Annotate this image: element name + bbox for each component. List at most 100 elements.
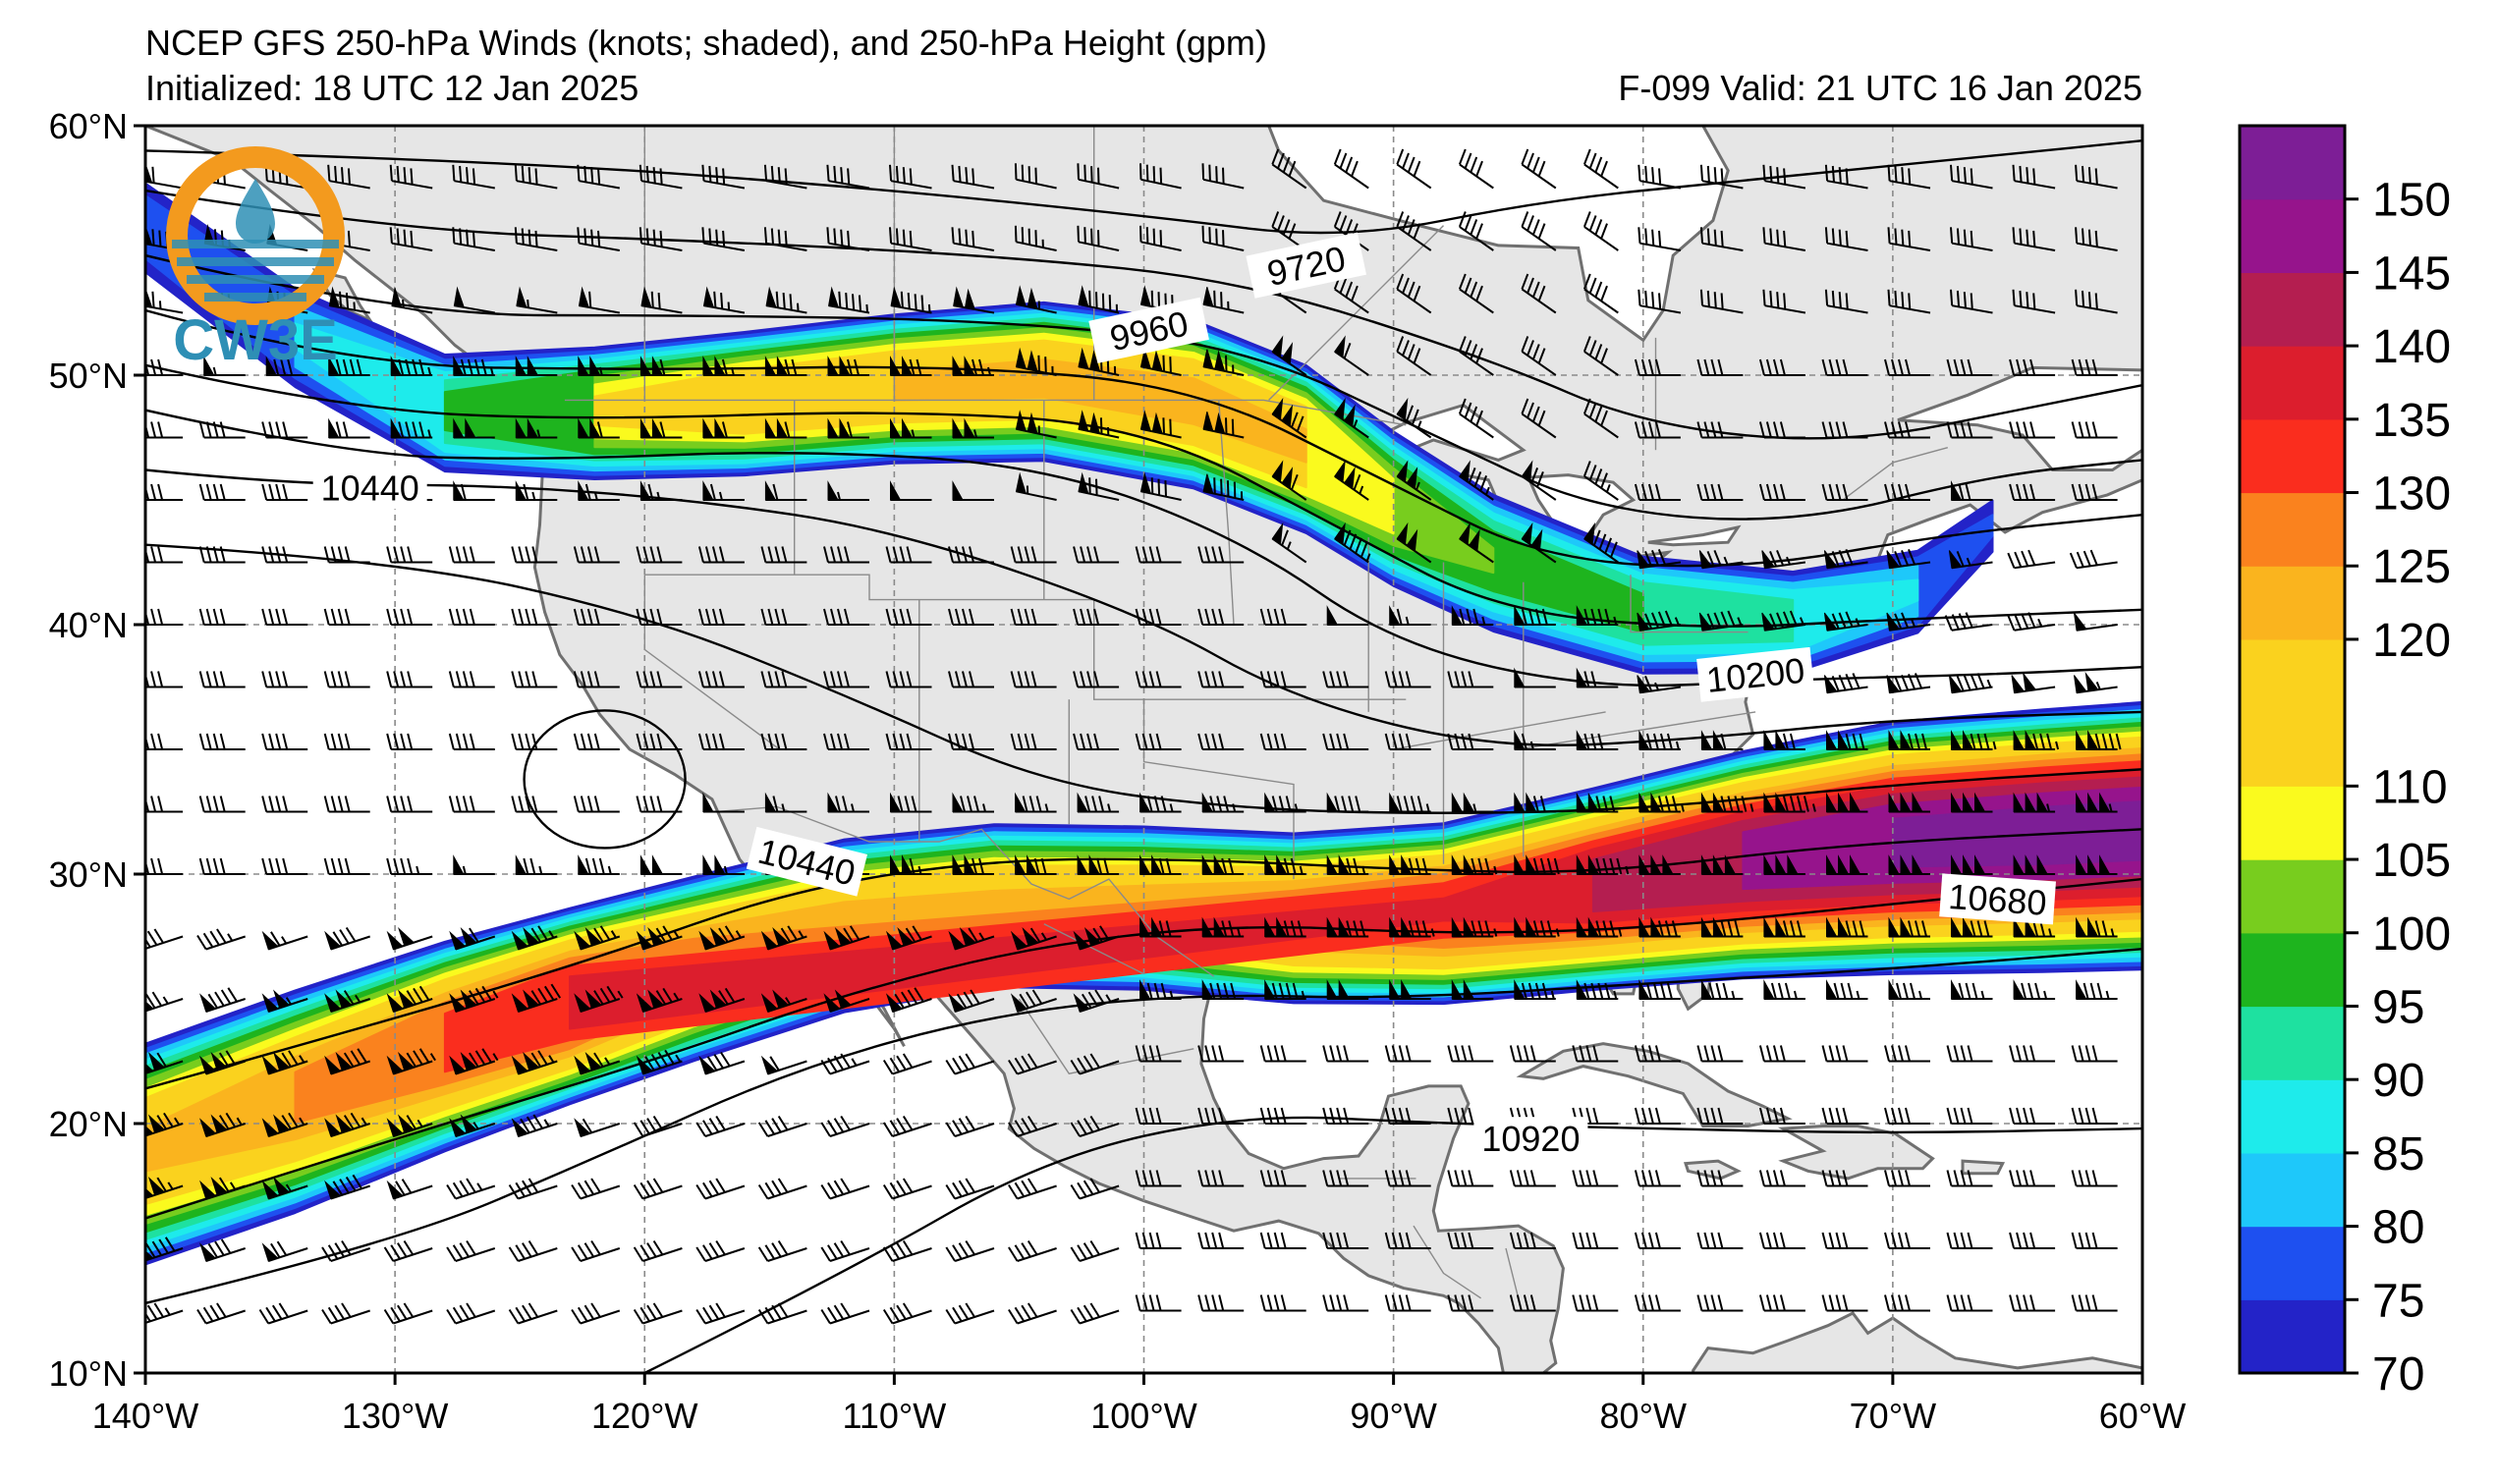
barb-full [1089,1178,1100,1193]
barb-full [1266,1294,1273,1311]
barb-full [1838,550,1847,567]
wind-barb [1514,854,1560,875]
barb-full [2023,421,2029,438]
barb-full [1008,1183,1019,1200]
barb-full [896,1304,907,1320]
barb-full [697,733,704,750]
barb-full [1343,733,1350,750]
barb-full [1475,285,1483,302]
barb-full [1349,533,1358,550]
barb-full [1415,857,1421,875]
barb-full [2014,614,2023,631]
barb-full [2094,230,2098,247]
barb-full [1638,289,1641,306]
contour-label-group: 10680 [1939,873,2056,925]
wind-barb [2075,227,2118,251]
barb-full [659,230,663,247]
barb-full [1146,982,1153,1000]
barb-half [2048,928,2053,937]
barb-full [219,421,226,438]
barb-full [1610,541,1618,558]
barb-full [1225,417,1228,434]
barb-full [1594,468,1603,485]
barb-full [840,1178,851,1193]
barb-pennant [578,417,589,438]
wind-barb [1521,273,1557,314]
initialized-time: Initialized: 18 UTC 12 Jan 2025 [145,68,639,108]
barb-full [1403,796,1410,812]
wind-barb [573,733,620,750]
wind-barb [1634,1045,1681,1063]
barb-full [1647,1045,1654,1062]
barb-full [403,229,407,247]
barb-full [219,608,226,626]
barb-half [735,930,742,939]
barb-full [1030,733,1037,750]
wind-barb [1396,460,1432,501]
barb-pennant [1761,612,1776,632]
barb-full [652,167,656,184]
barb-full [1531,406,1540,422]
barb-full [1960,1045,1967,1062]
wind-barb [764,480,807,501]
wind-barb [1202,349,1245,376]
barb-full [1348,796,1355,812]
south-america-land [1692,1311,2142,1373]
wind-barb [2074,672,2118,694]
barb-full [389,227,393,244]
barb-full [1772,1232,1779,1249]
barb-full [1582,398,1591,414]
barb-pennant [1888,792,1900,812]
barb-full [1273,1170,1280,1186]
barb-full [1828,1170,1835,1186]
barb-full [2009,1232,2016,1249]
barb-full [1727,796,1734,812]
barb-full [1828,421,1835,438]
barb-full [909,358,916,376]
barb-full [840,1239,851,1256]
barb-pennant [827,356,839,376]
colorbar-frame [2238,124,2347,1375]
wind-barb [511,796,558,813]
barb-pennant [702,480,714,501]
barb-full [645,165,649,183]
barb-full [1273,1294,1280,1311]
wind-barb [199,1177,247,1200]
barb-pennant [639,854,652,875]
barb-full [636,608,642,626]
wind-barb [1884,483,1930,501]
barb-full [1765,421,1772,438]
barb-full [1953,1045,1960,1062]
wind-barb [323,546,370,564]
wind-barb [701,227,746,251]
barb-pennant [390,356,403,376]
contour-label-group: 10920 [1473,1117,1588,1161]
barb-full [1461,1170,1468,1186]
wind-barb [1396,522,1432,564]
barb-full [330,796,337,812]
wind-barb [702,417,745,439]
barb-full [656,796,663,812]
wind-barb [1582,273,1619,314]
colorbar-segment [2240,1299,2345,1374]
barb-full [218,1115,230,1130]
colorbar-segment [2240,1079,2345,1154]
barb-pennant [1281,404,1294,427]
barb-full [531,608,538,626]
barb-full [1343,529,1352,546]
barb-full [2009,358,2016,376]
barb-full [2089,549,2098,566]
barb-shaft [518,1184,558,1200]
barb-full [1828,1107,1835,1125]
barb-full [448,546,455,563]
wind-barb [1826,854,1868,875]
barb-full [280,358,287,376]
barb-full [1343,343,1352,359]
wind-barb [1638,164,1682,190]
barb-full [1537,348,1546,364]
barb-full [459,1180,470,1195]
barb-full [448,608,455,626]
barb-full [969,671,974,687]
barb-half [1365,553,1371,562]
barb-full [1594,219,1603,236]
